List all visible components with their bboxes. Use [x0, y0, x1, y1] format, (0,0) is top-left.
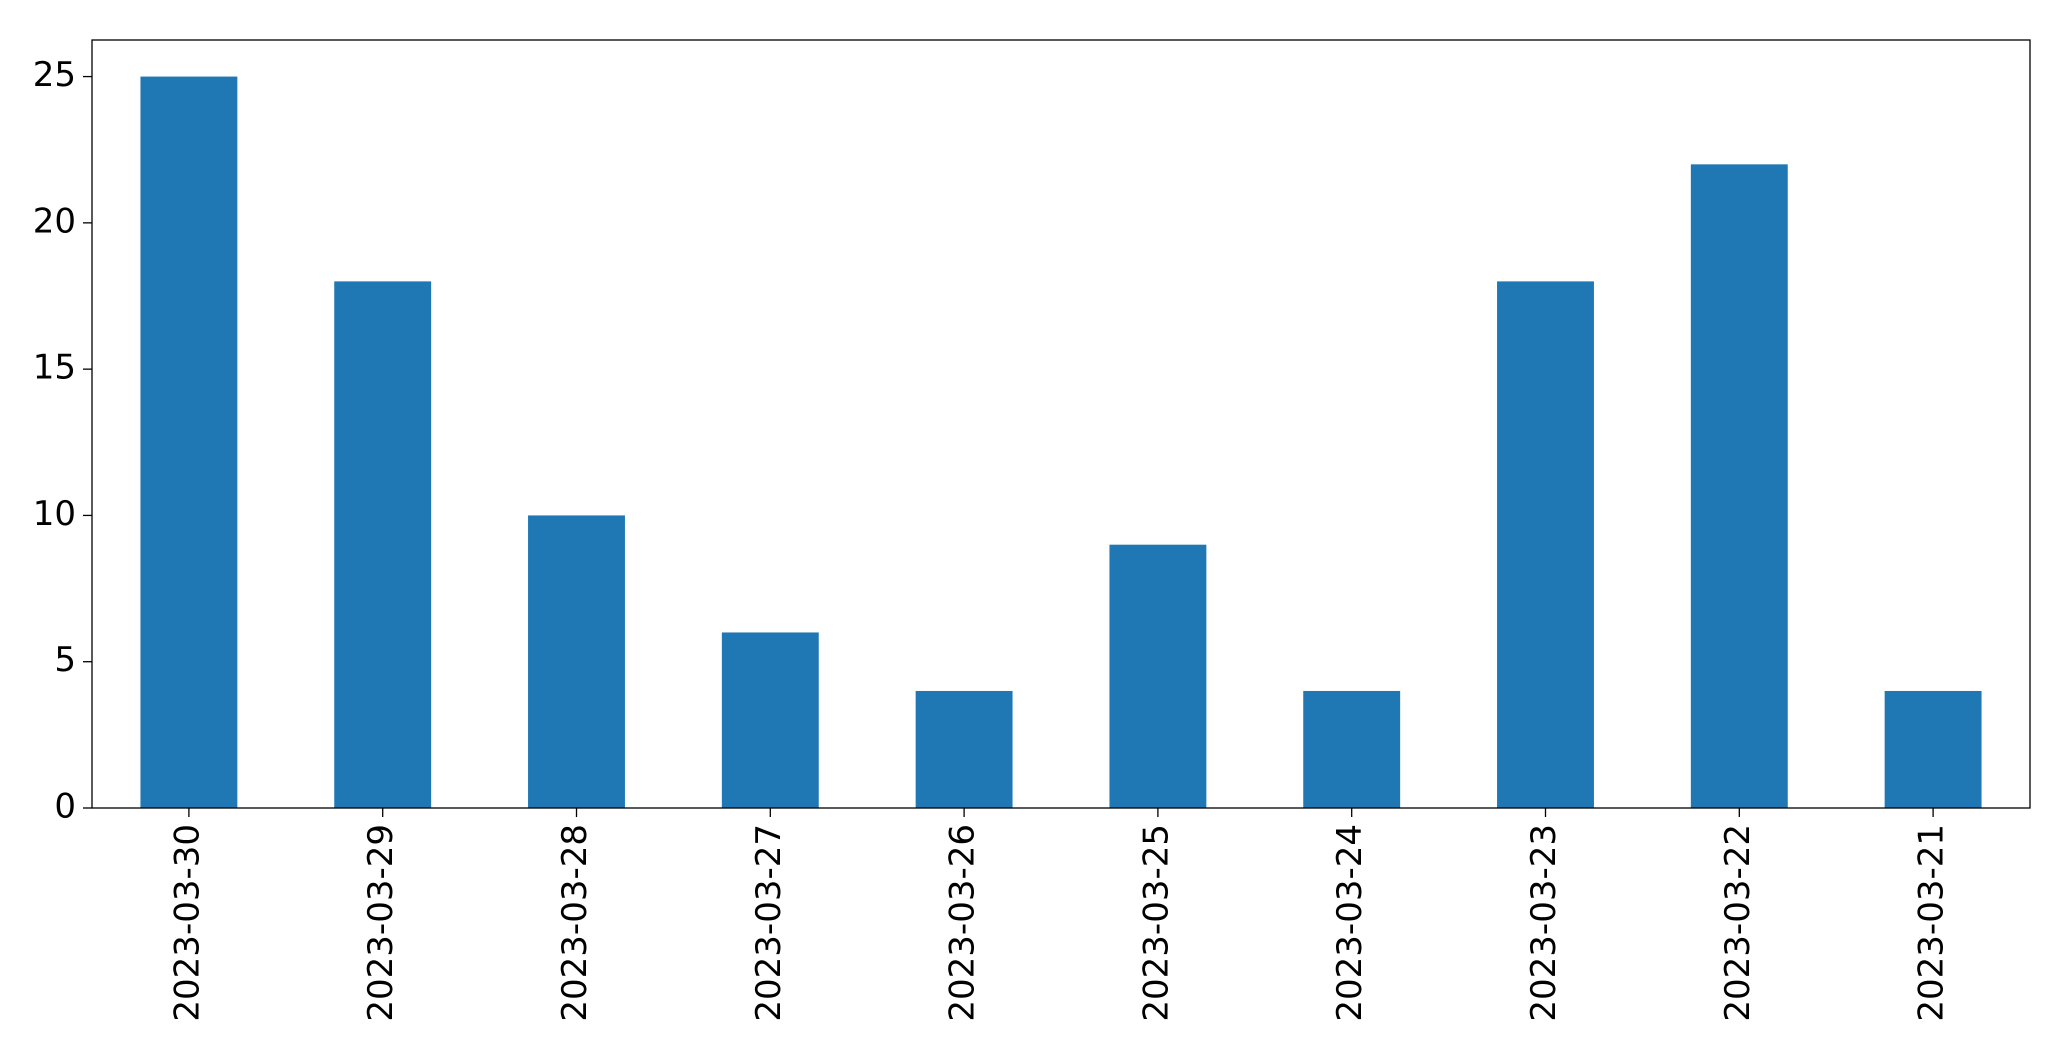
- bar: [1497, 281, 1594, 808]
- x-tick-label: 2023-03-26: [943, 824, 983, 1022]
- bar: [1690, 164, 1788, 809]
- x-tick-label: 2023-03-23: [1524, 824, 1564, 1022]
- y-tick-label: 10: [33, 494, 76, 534]
- y-tick-label: 15: [33, 348, 76, 388]
- bar: [721, 632, 819, 808]
- y-tick-label: 0: [54, 787, 76, 827]
- bar: [915, 690, 1013, 808]
- bar: [334, 281, 432, 808]
- x-tick-label: 2023-03-22: [1718, 824, 1758, 1022]
- plot-frame: [91, 39, 2031, 809]
- bar: [1303, 690, 1401, 808]
- x-tick-label: 2023-03-21: [1912, 824, 1952, 1022]
- bar: [1109, 544, 1207, 808]
- x-tick-label: 2023-03-30: [167, 824, 207, 1022]
- x-tick-label: 2023-03-25: [1136, 824, 1176, 1022]
- x-tick-label: 2023-03-27: [749, 824, 789, 1022]
- bar: [140, 76, 238, 809]
- x-tick-label: 2023-03-28: [555, 824, 595, 1022]
- bar: [1884, 690, 1982, 808]
- x-tick-label: 2023-03-29: [361, 824, 401, 1022]
- bar: [528, 515, 625, 808]
- y-tick-label: 5: [54, 640, 76, 680]
- y-tick-label: 25: [33, 55, 76, 95]
- x-tick-label: 2023-03-24: [1330, 824, 1370, 1022]
- y-tick-label: 20: [33, 201, 76, 241]
